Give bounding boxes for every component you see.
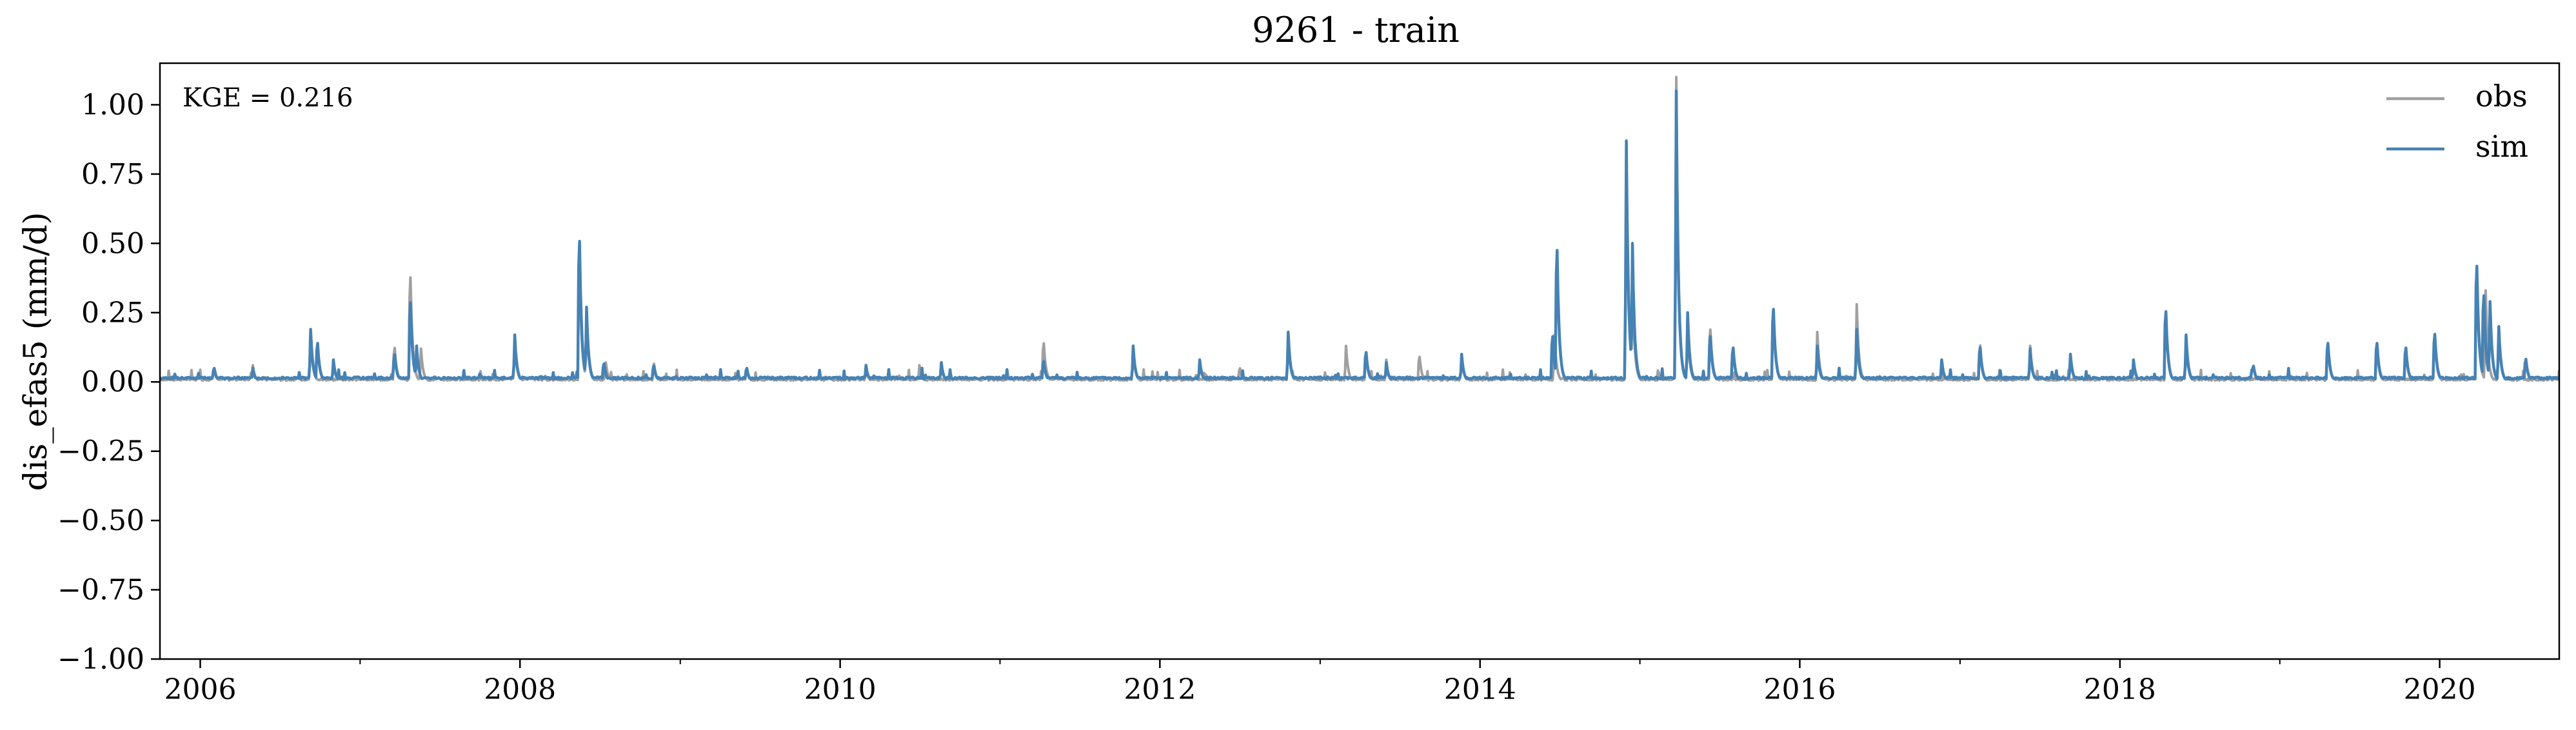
- y-axis: 1.00 0.75 0.50 0.25 0.00 −0.25 −0.50 −0.75 −1.00: [57, 88, 160, 676]
- x-tick-label: 2016: [1763, 673, 1836, 706]
- x-tick-label: 2020: [2404, 673, 2476, 706]
- legend-label-sim: sim: [2475, 129, 2528, 164]
- x-tick-label: 2012: [1124, 673, 1196, 706]
- y-tick-label: 1.00: [81, 88, 144, 121]
- chart-title: 9261 - train: [1252, 10, 1460, 50]
- y-axis-label: dis_efas5 (mm/d): [17, 212, 54, 491]
- y-tick-label: −1.00: [57, 643, 144, 676]
- y-tick-label: 0.00: [81, 366, 144, 399]
- axes-frame: [159, 62, 2561, 660]
- x-tick-label: 2006: [164, 673, 236, 706]
- x-tick-label: 2008: [484, 673, 556, 706]
- series-layer: [160, 75, 2559, 382]
- legend: obs sim: [2386, 79, 2528, 164]
- x-axis: 2006 2008 2010 2012 2014 2016 2018 2020: [164, 659, 2476, 706]
- y-tick-label: 0.50: [81, 227, 144, 260]
- x-tick-label: 2010: [804, 673, 877, 706]
- y-tick-label: −0.50: [57, 504, 144, 537]
- y-tick-label: 0.75: [81, 158, 144, 191]
- kge-annotation: KGE = 0.216: [183, 83, 353, 113]
- x-tick-label: 2014: [1444, 673, 1516, 706]
- plot-area: 2006 2008 2010 2012 2014 2016 2018 2020 1.00 0.7…: [57, 62, 2561, 706]
- y-tick-label: −0.25: [57, 435, 144, 468]
- series-line-sim: [160, 89, 2559, 381]
- y-tick-label: 0.25: [81, 297, 144, 330]
- legend-label-obs: obs: [2475, 79, 2528, 113]
- x-tick-label: 2018: [2084, 673, 2156, 706]
- y-tick-label: −0.75: [57, 574, 144, 607]
